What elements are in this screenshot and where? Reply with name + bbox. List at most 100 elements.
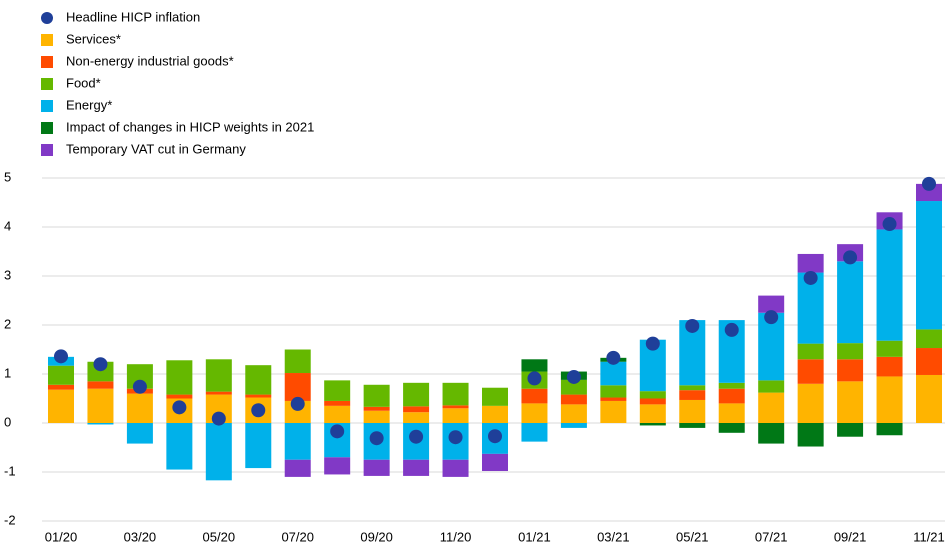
x-tick-label: 09/21 [834, 529, 867, 544]
bar-segment [718, 382, 745, 389]
bar-segment [482, 405, 508, 423]
bar-segment [758, 392, 785, 423]
legend-label: Food* [66, 75, 101, 90]
bar-segment [837, 381, 864, 423]
bar-segment [916, 201, 942, 330]
bar-segment [205, 391, 232, 395]
bar-segment [797, 253, 824, 273]
x-tick-label: 03/20 [124, 529, 157, 544]
bar-segment [87, 388, 114, 423]
bar-segment [403, 406, 430, 413]
bar-segment [245, 394, 272, 398]
bar-segment [363, 406, 390, 411]
headline-dot [211, 411, 226, 426]
legend-marker [41, 56, 53, 68]
headline-dot [93, 357, 108, 372]
bar-segment [166, 423, 193, 470]
bar-segment [560, 379, 587, 395]
bar-segment [837, 423, 864, 437]
bar-segment [442, 382, 469, 406]
bar-segment [87, 381, 114, 389]
bar-segment [482, 387, 508, 406]
bar-segment [876, 229, 903, 341]
legend-label: Services* [66, 31, 121, 46]
bar-segment [166, 394, 193, 399]
bar-segment [284, 373, 311, 401]
headline-dot [527, 371, 542, 386]
bar-segment [442, 459, 469, 477]
y-tick-label: 2 [4, 316, 11, 331]
bar-segment [284, 459, 311, 477]
bar-segment [679, 390, 706, 400]
bar-segment [639, 391, 666, 399]
bar-segment [126, 393, 153, 423]
headline-dot [488, 429, 502, 444]
bar-segment [403, 412, 430, 423]
legend-marker [41, 34, 53, 46]
bar-segment [324, 400, 351, 406]
headline-dot [330, 424, 345, 439]
bar-segment [87, 423, 114, 425]
legend-marker [41, 122, 53, 134]
bar-segment [205, 423, 232, 481]
bar-segment [48, 365, 74, 385]
bar-segment [600, 385, 627, 398]
legend-marker [41, 12, 53, 24]
bar-segment [797, 359, 824, 384]
bar-segment [639, 404, 666, 423]
bar-segment [600, 397, 627, 401]
bar-segment [324, 380, 351, 401]
bar-segment [679, 399, 706, 423]
bar-segment [521, 403, 548, 423]
bar-segment [837, 261, 864, 344]
bar-segment [837, 343, 864, 360]
y-tick-label: -1 [4, 463, 16, 478]
x-tick-label: 01/21 [518, 529, 551, 544]
bar-segment [916, 183, 942, 202]
headline-dot [172, 400, 187, 415]
headline-dot [685, 318, 700, 333]
x-tick-label: 03/21 [597, 529, 630, 544]
bar-segment [718, 388, 745, 404]
legend-marker [41, 144, 53, 156]
bar-segment [560, 404, 587, 423]
bar-segment [797, 423, 824, 447]
headline-dot [448, 430, 463, 445]
bar-segment [876, 376, 903, 423]
bar-segment [916, 329, 942, 349]
headline-dot [251, 403, 266, 418]
headline-dot [882, 217, 897, 232]
legend-label: Non-energy industrial goods* [66, 53, 234, 68]
headline-dot [409, 429, 424, 444]
y-tick-label: 0 [4, 414, 11, 429]
legend-label: Impact of changes in HICP weights in 202… [66, 119, 314, 134]
x-tick-label: 07/21 [755, 529, 788, 544]
bar-segment [482, 453, 508, 472]
bar-segment [521, 359, 548, 372]
bar-segment [521, 388, 548, 404]
bar-segment [284, 423, 311, 460]
y-tick-label: 3 [4, 267, 11, 282]
headline-dot [369, 431, 384, 446]
bar-segment [442, 405, 469, 409]
bar-segment [442, 408, 469, 423]
bar-segment [48, 384, 74, 390]
x-tick-label: 11/20 [440, 529, 472, 544]
x-tick-label: 01/20 [45, 529, 78, 544]
bar-segment [639, 423, 666, 426]
x-tick-label: 07/20 [281, 529, 314, 544]
bar-segment [679, 385, 706, 391]
y-tick-label: 4 [4, 218, 11, 233]
bar-segment [245, 423, 272, 469]
y-tick-label: -2 [4, 512, 16, 527]
headline-dot [803, 270, 818, 285]
x-tick-label: 09/20 [360, 529, 393, 544]
bar-segment [205, 359, 232, 392]
bar-segment [48, 389, 74, 423]
bar-segment [324, 457, 351, 475]
bar-segment [166, 360, 193, 395]
bar-segment [600, 400, 627, 423]
x-tick-label: 05/21 [676, 529, 709, 544]
bar-segment [403, 382, 430, 407]
